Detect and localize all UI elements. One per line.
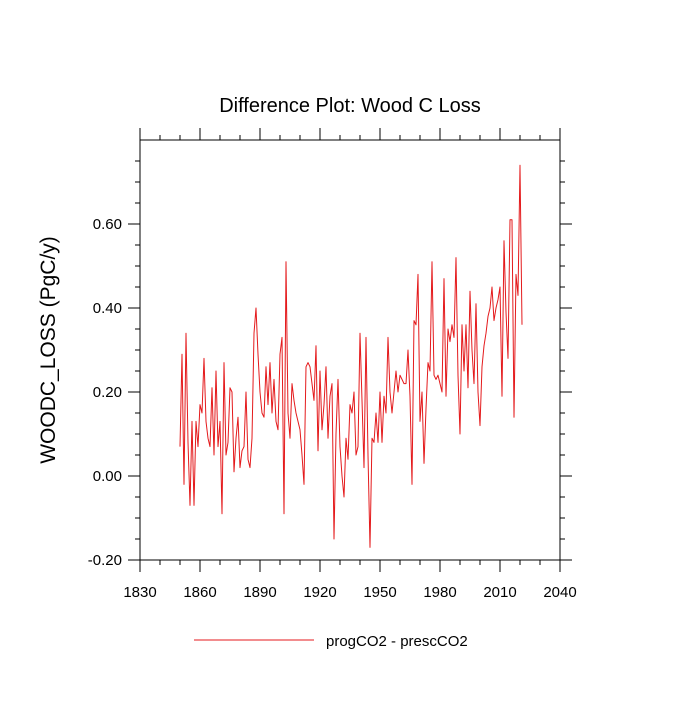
series-layer [179,164,523,548]
legend-label: progCO2 - prescCO2 [326,633,468,650]
y-tick-label: 0.40 [93,300,122,317]
y-axis-label: WOODC_LOSS (PgC/y) [37,236,60,464]
legend: progCO2 - prescCO2 [194,633,468,650]
y-tick-label: 0.20 [93,384,122,401]
y-axis-ticks: -0.20 0.00 0.20 0.40 0.60 [88,216,572,569]
x-tick-label: 1890 [243,584,276,601]
minor-ticks [135,135,565,565]
series-line [179,164,523,548]
x-tick-label: 2040 [543,584,576,601]
x-tick-label: 1980 [423,584,456,601]
y-tick-label: 0.00 [93,468,122,485]
x-tick-label: 1830 [123,584,156,601]
y-tick-label: 0.60 [93,216,122,233]
x-axis-ticks: 1830 1860 1890 1920 1950 1980 2010 2040 [123,128,577,601]
x-tick-label: 1860 [183,584,216,601]
x-tick-label: 1920 [303,584,336,601]
y-tick-label: -0.20 [88,552,122,569]
chart-title: Difference Plot: Wood C Loss [219,95,481,117]
plot-frame [139,139,561,561]
x-tick-label: 1950 [363,584,396,601]
x-tick-label: 2010 [483,584,516,601]
